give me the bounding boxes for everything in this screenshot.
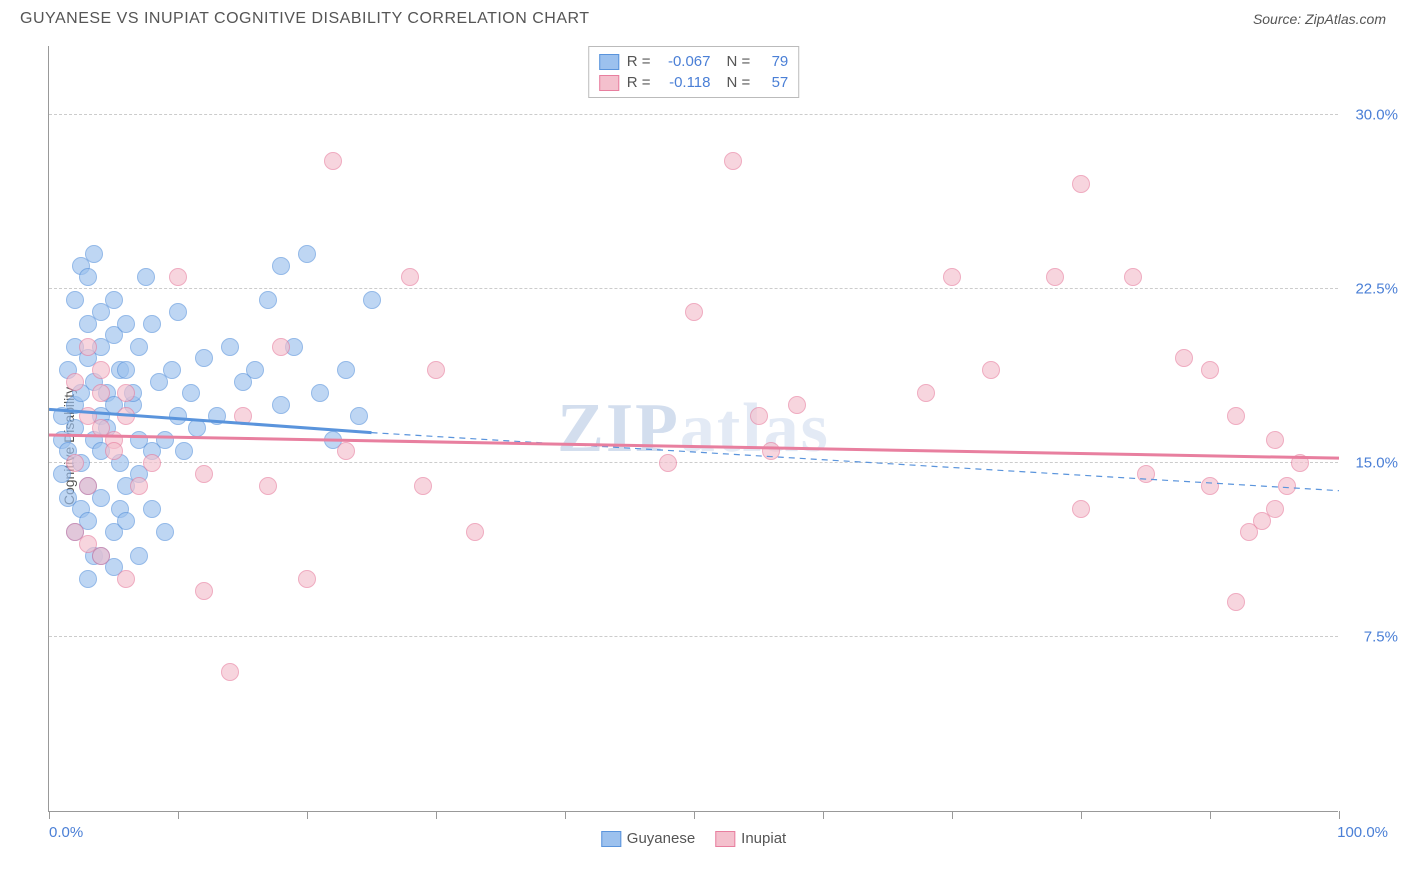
x-tick [49, 811, 50, 819]
chart-source: Source: ZipAtlas.com [1253, 11, 1386, 27]
x-tick [307, 811, 308, 819]
x-tick [565, 811, 566, 819]
y-tick-label: 30.0% [1355, 106, 1398, 123]
r-label: R = [627, 74, 651, 91]
x-tick [952, 811, 953, 819]
x-tick [823, 811, 824, 819]
legend-swatch [599, 54, 619, 70]
trend-line [49, 409, 372, 432]
legend-stats: R = -0.067 N = 79 R = -0.118 N = 57 [588, 46, 800, 98]
legend-stats-row: R = -0.067 N = 79 [599, 51, 789, 72]
legend-label: Guyanese [627, 830, 695, 847]
r-label: R = [627, 53, 651, 70]
x-tick [436, 811, 437, 819]
n-label: N = [727, 53, 751, 70]
legend-swatch [601, 831, 621, 847]
legend-item: Inupiat [715, 830, 786, 847]
x-label-left: 0.0% [49, 824, 83, 841]
x-tick [1339, 811, 1340, 819]
y-tick-label: 7.5% [1364, 628, 1398, 645]
x-tick [1081, 811, 1082, 819]
x-tick [1210, 811, 1211, 819]
legend-label: Inupiat [741, 830, 786, 847]
x-label-right: 100.0% [1337, 824, 1388, 841]
chart-header: GUYANESE VS INUPIAT COGNITIVE DISABILITY… [0, 0, 1406, 33]
legend-item: Guyanese [601, 830, 695, 847]
y-tick-label: 22.5% [1355, 280, 1398, 297]
x-tick [694, 811, 695, 819]
n-value: 57 [758, 74, 788, 91]
n-label: N = [727, 74, 751, 91]
chart-plot-area: ZIPatlas 7.5%15.0%22.5%30.0%0.0%100.0%R … [48, 46, 1338, 812]
r-value: -0.067 [659, 53, 711, 70]
trend-line [49, 435, 1339, 458]
legend-stats-row: R = -0.118 N = 57 [599, 72, 789, 93]
legend-swatch [715, 831, 735, 847]
trend-layer [49, 45, 1339, 811]
y-tick-label: 15.0% [1355, 454, 1398, 471]
n-value: 79 [758, 53, 788, 70]
trend-line [372, 433, 1340, 491]
legend-series: Guyanese Inupiat [601, 830, 786, 847]
legend-swatch [599, 75, 619, 91]
r-value: -0.118 [659, 74, 711, 91]
x-tick [178, 811, 179, 819]
chart-title: GUYANESE VS INUPIAT COGNITIVE DISABILITY… [20, 10, 590, 28]
